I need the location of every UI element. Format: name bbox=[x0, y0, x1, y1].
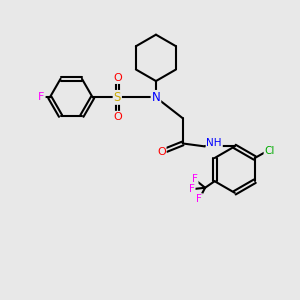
Text: F: F bbox=[189, 184, 195, 194]
Text: O: O bbox=[113, 112, 122, 122]
Text: NH: NH bbox=[206, 138, 222, 148]
Text: Cl: Cl bbox=[265, 146, 275, 156]
Text: F: F bbox=[192, 174, 198, 184]
Text: F: F bbox=[196, 194, 202, 204]
Text: F: F bbox=[38, 92, 45, 102]
Text: O: O bbox=[113, 73, 122, 83]
Text: O: O bbox=[157, 147, 166, 157]
Text: N: N bbox=[152, 91, 160, 104]
Text: S: S bbox=[114, 91, 121, 104]
